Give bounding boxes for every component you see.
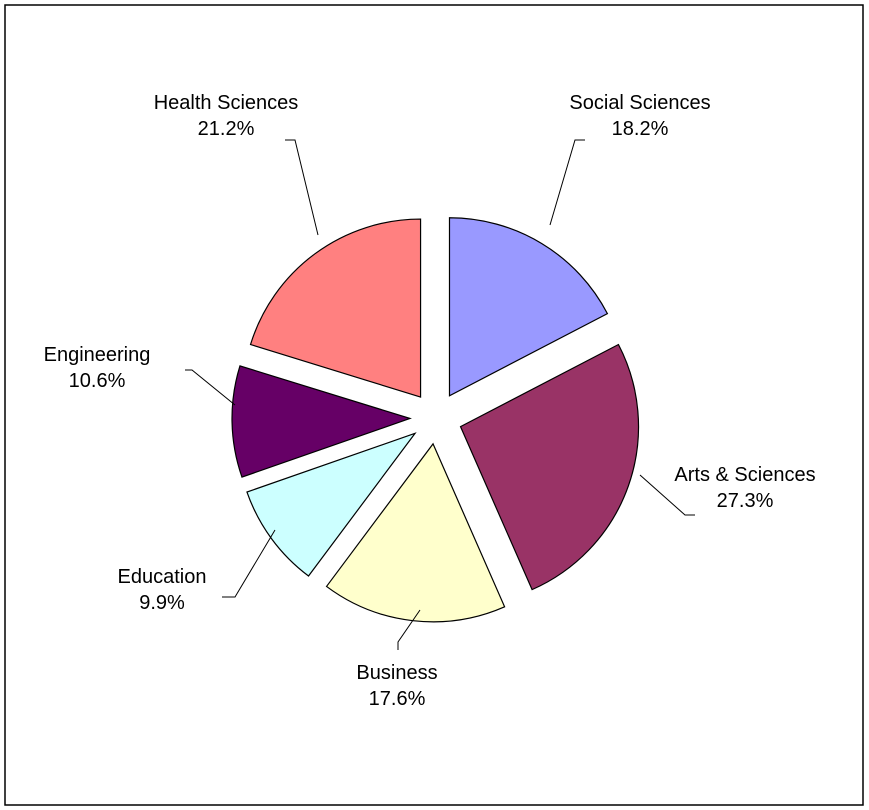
slice-label: Engineering: [43, 344, 151, 366]
pie-slice: [448, 217, 609, 397]
pie-slice: [459, 343, 640, 591]
pie-slice: [246, 432, 417, 577]
chart-border: [4, 4, 864, 806]
pie-slice: [231, 365, 412, 478]
slice-value-label: 9.9%: [139, 592, 185, 614]
slice-label: Business: [356, 662, 438, 684]
slice-value-label: 27.3%: [716, 490, 774, 512]
slice-label: Social Sciences: [569, 92, 711, 114]
leader-line: [397, 609, 421, 650]
slice-value-label: 17.6%: [368, 688, 426, 710]
leader-line: [222, 529, 276, 598]
slice-value-label: 18.2%: [611, 118, 669, 140]
leader-line: [185, 369, 236, 406]
slice-label: Health Sciences: [153, 92, 299, 114]
pie-slice: [249, 218, 422, 398]
slice-value-label: 10.6%: [68, 370, 126, 392]
slice-label: Arts & Sciences: [674, 464, 816, 486]
slice-value-label: 21.2%: [197, 118, 255, 140]
slice-label: Education: [117, 566, 207, 588]
leader-line: [285, 139, 319, 236]
leader-line: [639, 474, 695, 516]
leader-line: [549, 139, 585, 226]
